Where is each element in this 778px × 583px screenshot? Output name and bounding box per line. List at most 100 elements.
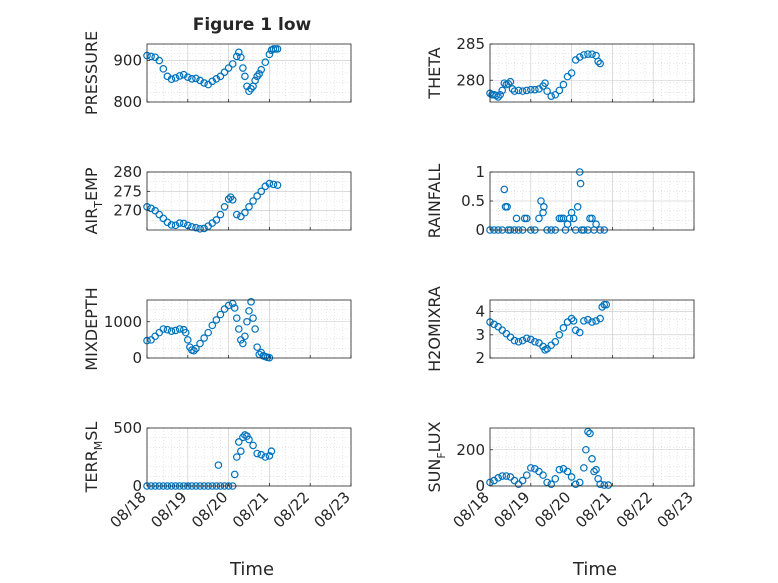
h2omixra-ytick-label: 4 — [475, 303, 485, 321]
h2omixra-point — [580, 317, 588, 325]
terr-msl-ytick-label: 500 — [113, 419, 142, 437]
pressure-point — [159, 65, 168, 73]
rainfall-point — [512, 214, 521, 223]
air-temp-point — [220, 203, 229, 211]
figure-title: Figure 1 low — [193, 15, 312, 35]
pressure-point — [192, 74, 200, 83]
theta-point — [514, 86, 523, 95]
air-temp-point — [273, 181, 282, 189]
air-temp-point — [265, 179, 274, 188]
h2omixra-point — [531, 337, 539, 346]
theta-point — [522, 86, 531, 95]
sun-flux-xtick-label: 08/19 — [490, 488, 533, 531]
rainfall-point — [537, 197, 545, 205]
mixdepth-point — [247, 298, 255, 306]
h2omixra-point — [514, 337, 523, 346]
rainfall-point — [540, 203, 548, 211]
mixdepth-point — [196, 339, 204, 348]
rainfall-point — [522, 214, 531, 223]
rainfall-point — [500, 185, 509, 194]
terr-msl-ylabel: TERRMSL — [82, 422, 105, 494]
mixdepth-point — [253, 343, 261, 351]
theta-point — [588, 50, 596, 58]
theta-point — [496, 90, 505, 99]
theta-point — [510, 87, 519, 95]
rainfall-point — [569, 214, 578, 223]
sun-flux-xtick-label: 08/21 — [572, 488, 615, 531]
theta-point — [559, 80, 568, 89]
air-temp-point — [171, 221, 180, 230]
h2omixra-series — [486, 300, 611, 354]
pressure-point — [239, 64, 247, 72]
pressure-point — [179, 70, 188, 79]
pressure-ylabel: PRESSURE — [82, 31, 101, 115]
h2omixra-point — [559, 324, 568, 332]
panel-h2omixra: 2 3 4 H2OMIXRA — [425, 286, 695, 372]
sun-flux-point — [502, 472, 511, 480]
h2omixra-axes-box — [489, 299, 695, 359]
air-temp-point — [269, 180, 278, 189]
sun-flux-point — [567, 473, 576, 481]
rainfall-point — [535, 214, 543, 223]
h2omixra-ylabel: H2OMIXRA — [425, 286, 444, 372]
mixdepth-point — [245, 307, 253, 315]
terr-msl-xtick-label: 08/21 — [229, 488, 272, 531]
terr-msl-point — [253, 449, 261, 458]
sun-flux-point — [604, 481, 613, 489]
theta-point — [518, 87, 527, 95]
air-temp-point — [212, 216, 221, 224]
pressure-point — [200, 79, 208, 87]
theta-point — [543, 87, 551, 95]
terr-msl-point — [235, 438, 243, 446]
sun-flux-point — [522, 471, 531, 479]
terr-msl-point — [232, 453, 241, 461]
h2omixra-point — [571, 326, 580, 334]
air-temp-point — [253, 192, 261, 200]
terr-msl-xtick-label: 08/23 — [311, 488, 354, 531]
theta-ytick-label: 280 — [456, 71, 485, 89]
pressure-series — [143, 45, 282, 96]
air-temp-point — [249, 197, 257, 205]
pressure-point — [232, 52, 241, 61]
mixdepth-series — [143, 298, 274, 362]
pressure-point — [273, 45, 282, 53]
sun-flux-xtick-label: 08/18 — [450, 488, 493, 531]
sun-flux-point — [588, 455, 596, 463]
air-temp-point — [179, 219, 188, 228]
panel-pressure: 800 900 PRESSURE — [82, 31, 352, 115]
mixdepth-point — [208, 321, 217, 330]
mixdepth-ylabel: MIXDEPTH — [82, 287, 101, 370]
rainfall-ytick-label: 1 — [475, 163, 485, 181]
h2omixra-point — [567, 314, 576, 323]
mixdepth-point — [204, 328, 213, 337]
pressure-point — [261, 58, 270, 67]
mixdepth-ytick-label: 0 — [132, 349, 142, 367]
pressure-point — [235, 48, 243, 57]
terr-msl-point — [261, 453, 270, 461]
air-temp-point — [151, 206, 159, 215]
rainfall-point — [503, 203, 511, 211]
theta-point — [504, 80, 513, 88]
pressure-point — [155, 56, 164, 65]
terr-msl-axes-box — [146, 427, 352, 487]
sun-flux-ylabel: SUNFLUX — [425, 421, 448, 492]
mixdepth-point — [171, 326, 180, 335]
theta-point — [494, 93, 502, 101]
pressure-point — [147, 52, 155, 61]
h2omixra-point — [584, 315, 592, 324]
sun-flux-point — [555, 465, 564, 474]
sun-flux-point — [571, 480, 580, 488]
sun-flux-point — [584, 427, 592, 436]
h2omixra-point — [596, 314, 604, 323]
mixdepth-point — [190, 346, 198, 355]
sun-flux-axes-box — [489, 427, 695, 487]
h2omixra-point — [598, 303, 607, 311]
sun-flux-point — [547, 480, 556, 488]
rainfall-point — [576, 179, 585, 188]
air-temp-point — [228, 196, 237, 204]
air-temp-point — [147, 204, 155, 213]
